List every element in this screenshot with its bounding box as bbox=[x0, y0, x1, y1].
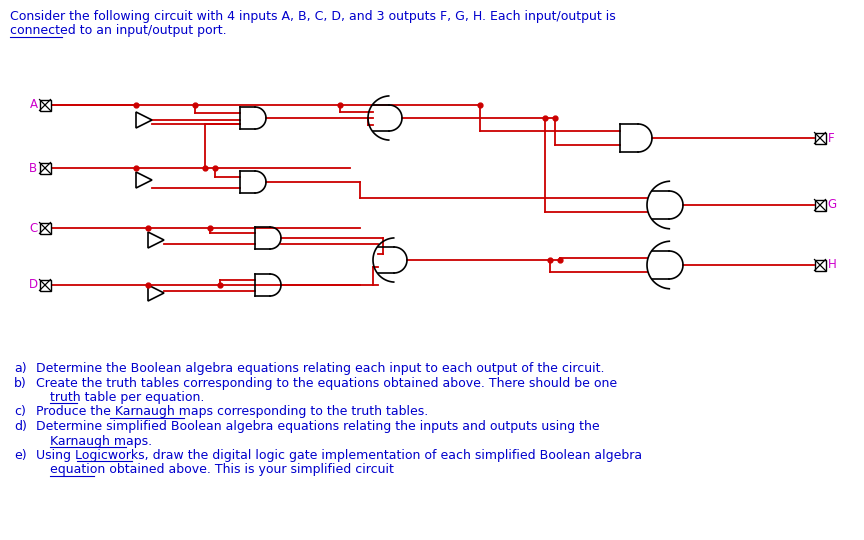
Text: Produce the Karnaugh maps corresponding to the truth tables.: Produce the Karnaugh maps corresponding … bbox=[36, 406, 429, 419]
Text: equation obtained above. This is your simplified circuit: equation obtained above. This is your si… bbox=[50, 463, 394, 476]
Text: Determine simplified Boolean algebra equations relating the inputs and outputs u: Determine simplified Boolean algebra equ… bbox=[36, 420, 600, 433]
Bar bbox=[815, 260, 825, 271]
Text: b): b) bbox=[14, 376, 27, 389]
Text: A: A bbox=[29, 98, 37, 111]
Text: F: F bbox=[828, 132, 834, 145]
Bar bbox=[40, 163, 50, 173]
Text: B: B bbox=[29, 161, 37, 174]
Bar bbox=[815, 199, 825, 211]
Text: Karnaugh maps.: Karnaugh maps. bbox=[50, 435, 152, 448]
Text: Using Logicworks, draw the digital logic gate implementation of each simplified : Using Logicworks, draw the digital logic… bbox=[36, 449, 642, 462]
Text: d): d) bbox=[14, 420, 27, 433]
Text: connected to an input/output port.: connected to an input/output port. bbox=[10, 24, 226, 37]
Bar bbox=[40, 280, 50, 291]
Bar bbox=[40, 222, 50, 233]
Text: e): e) bbox=[14, 449, 27, 462]
Text: C: C bbox=[29, 221, 37, 234]
Bar bbox=[815, 132, 825, 144]
Bar bbox=[40, 99, 50, 111]
Text: Create the truth tables corresponding to the equations obtained above. There sho: Create the truth tables corresponding to… bbox=[36, 376, 617, 389]
Text: a): a) bbox=[14, 362, 27, 375]
Text: Determine the Boolean algebra equations relating each input to each output of th: Determine the Boolean algebra equations … bbox=[36, 362, 605, 375]
Text: Consider the following circuit with 4 inputs A, B, C, D, and 3 outputs F, G, H. : Consider the following circuit with 4 in… bbox=[10, 10, 616, 23]
Text: c): c) bbox=[14, 406, 26, 419]
Text: G: G bbox=[828, 199, 836, 212]
Text: D: D bbox=[29, 279, 37, 292]
Text: H: H bbox=[828, 259, 836, 272]
Text: truth table per equation.: truth table per equation. bbox=[50, 391, 205, 404]
